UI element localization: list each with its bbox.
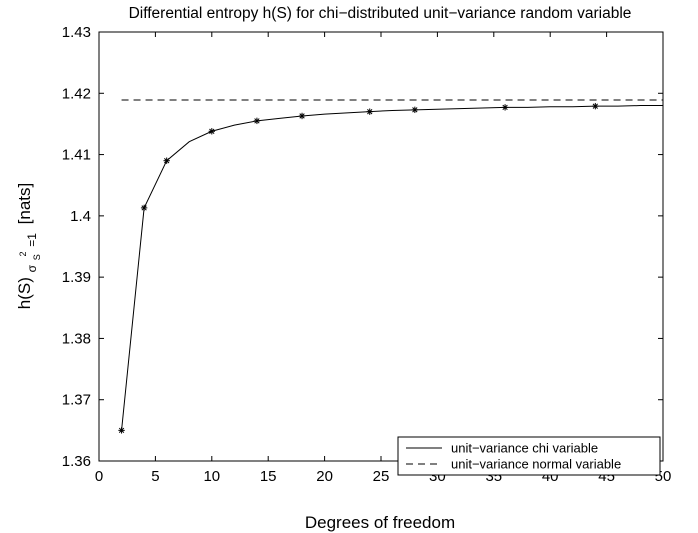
y-label-sub-rest: =1 (25, 233, 39, 247)
x-tick-label: 20 (316, 468, 333, 485)
data-point-marker (118, 427, 125, 434)
data-point-marker (501, 104, 509, 111)
data-point-marker (298, 112, 306, 120)
data-point-marker (592, 102, 599, 110)
x-axis-label: Degrees of freedom (305, 513, 455, 532)
y-tick-label: 1.38 (62, 330, 91, 347)
legend-entry: unit−variance chi variable (451, 441, 598, 456)
x-tick-label: 10 (203, 468, 220, 485)
y-axis-label: h(S) σ S 2 =1 [nats] (11, 183, 44, 310)
y-label-unit: [nats] (15, 183, 34, 225)
y-label-sigma: σ (25, 264, 39, 272)
y-tick-label: 1.43 (62, 24, 91, 41)
x-tick-label: 15 (260, 468, 277, 485)
y-tick-label: 1.4 (70, 208, 91, 225)
data-point-marker (411, 106, 419, 114)
data-point-marker (163, 157, 170, 164)
legend-box (397, 436, 661, 476)
svg-text:h(S) σ S 2: h(S) σ S 2 =1 [nats] (11, 183, 44, 310)
legend-entry: unit−variance normal variable (451, 457, 621, 472)
y-tick-label: 1.42 (62, 85, 91, 102)
chart-title: Differential entropy h(S) for chi−distri… (129, 5, 632, 22)
y-label-sub-s: S (32, 254, 42, 260)
y-label-main: h(S) (15, 277, 34, 309)
y-label-sup: 2 (18, 251, 28, 256)
y-tick-label: 1.36 (62, 453, 91, 470)
data-point-marker (208, 128, 215, 135)
axes-box (98, 31, 664, 462)
x-tick-label: 25 (373, 468, 390, 485)
data-point-marker (140, 204, 148, 212)
x-tick-label: 0 (95, 468, 103, 485)
chi-series-line (121, 105, 663, 431)
plot-area: 0 5 10 15 20 25 30 35 40 45 501.361.371.381.391.41… (62, 24, 672, 485)
data-point-marker (366, 108, 373, 115)
y-tick-label: 1.41 (62, 147, 91, 164)
y-tick-label: 1.39 (62, 269, 91, 286)
data-point-marker (253, 117, 261, 125)
y-tick-label: 1.37 (62, 392, 91, 409)
x-tick-label: 5 (151, 468, 159, 485)
